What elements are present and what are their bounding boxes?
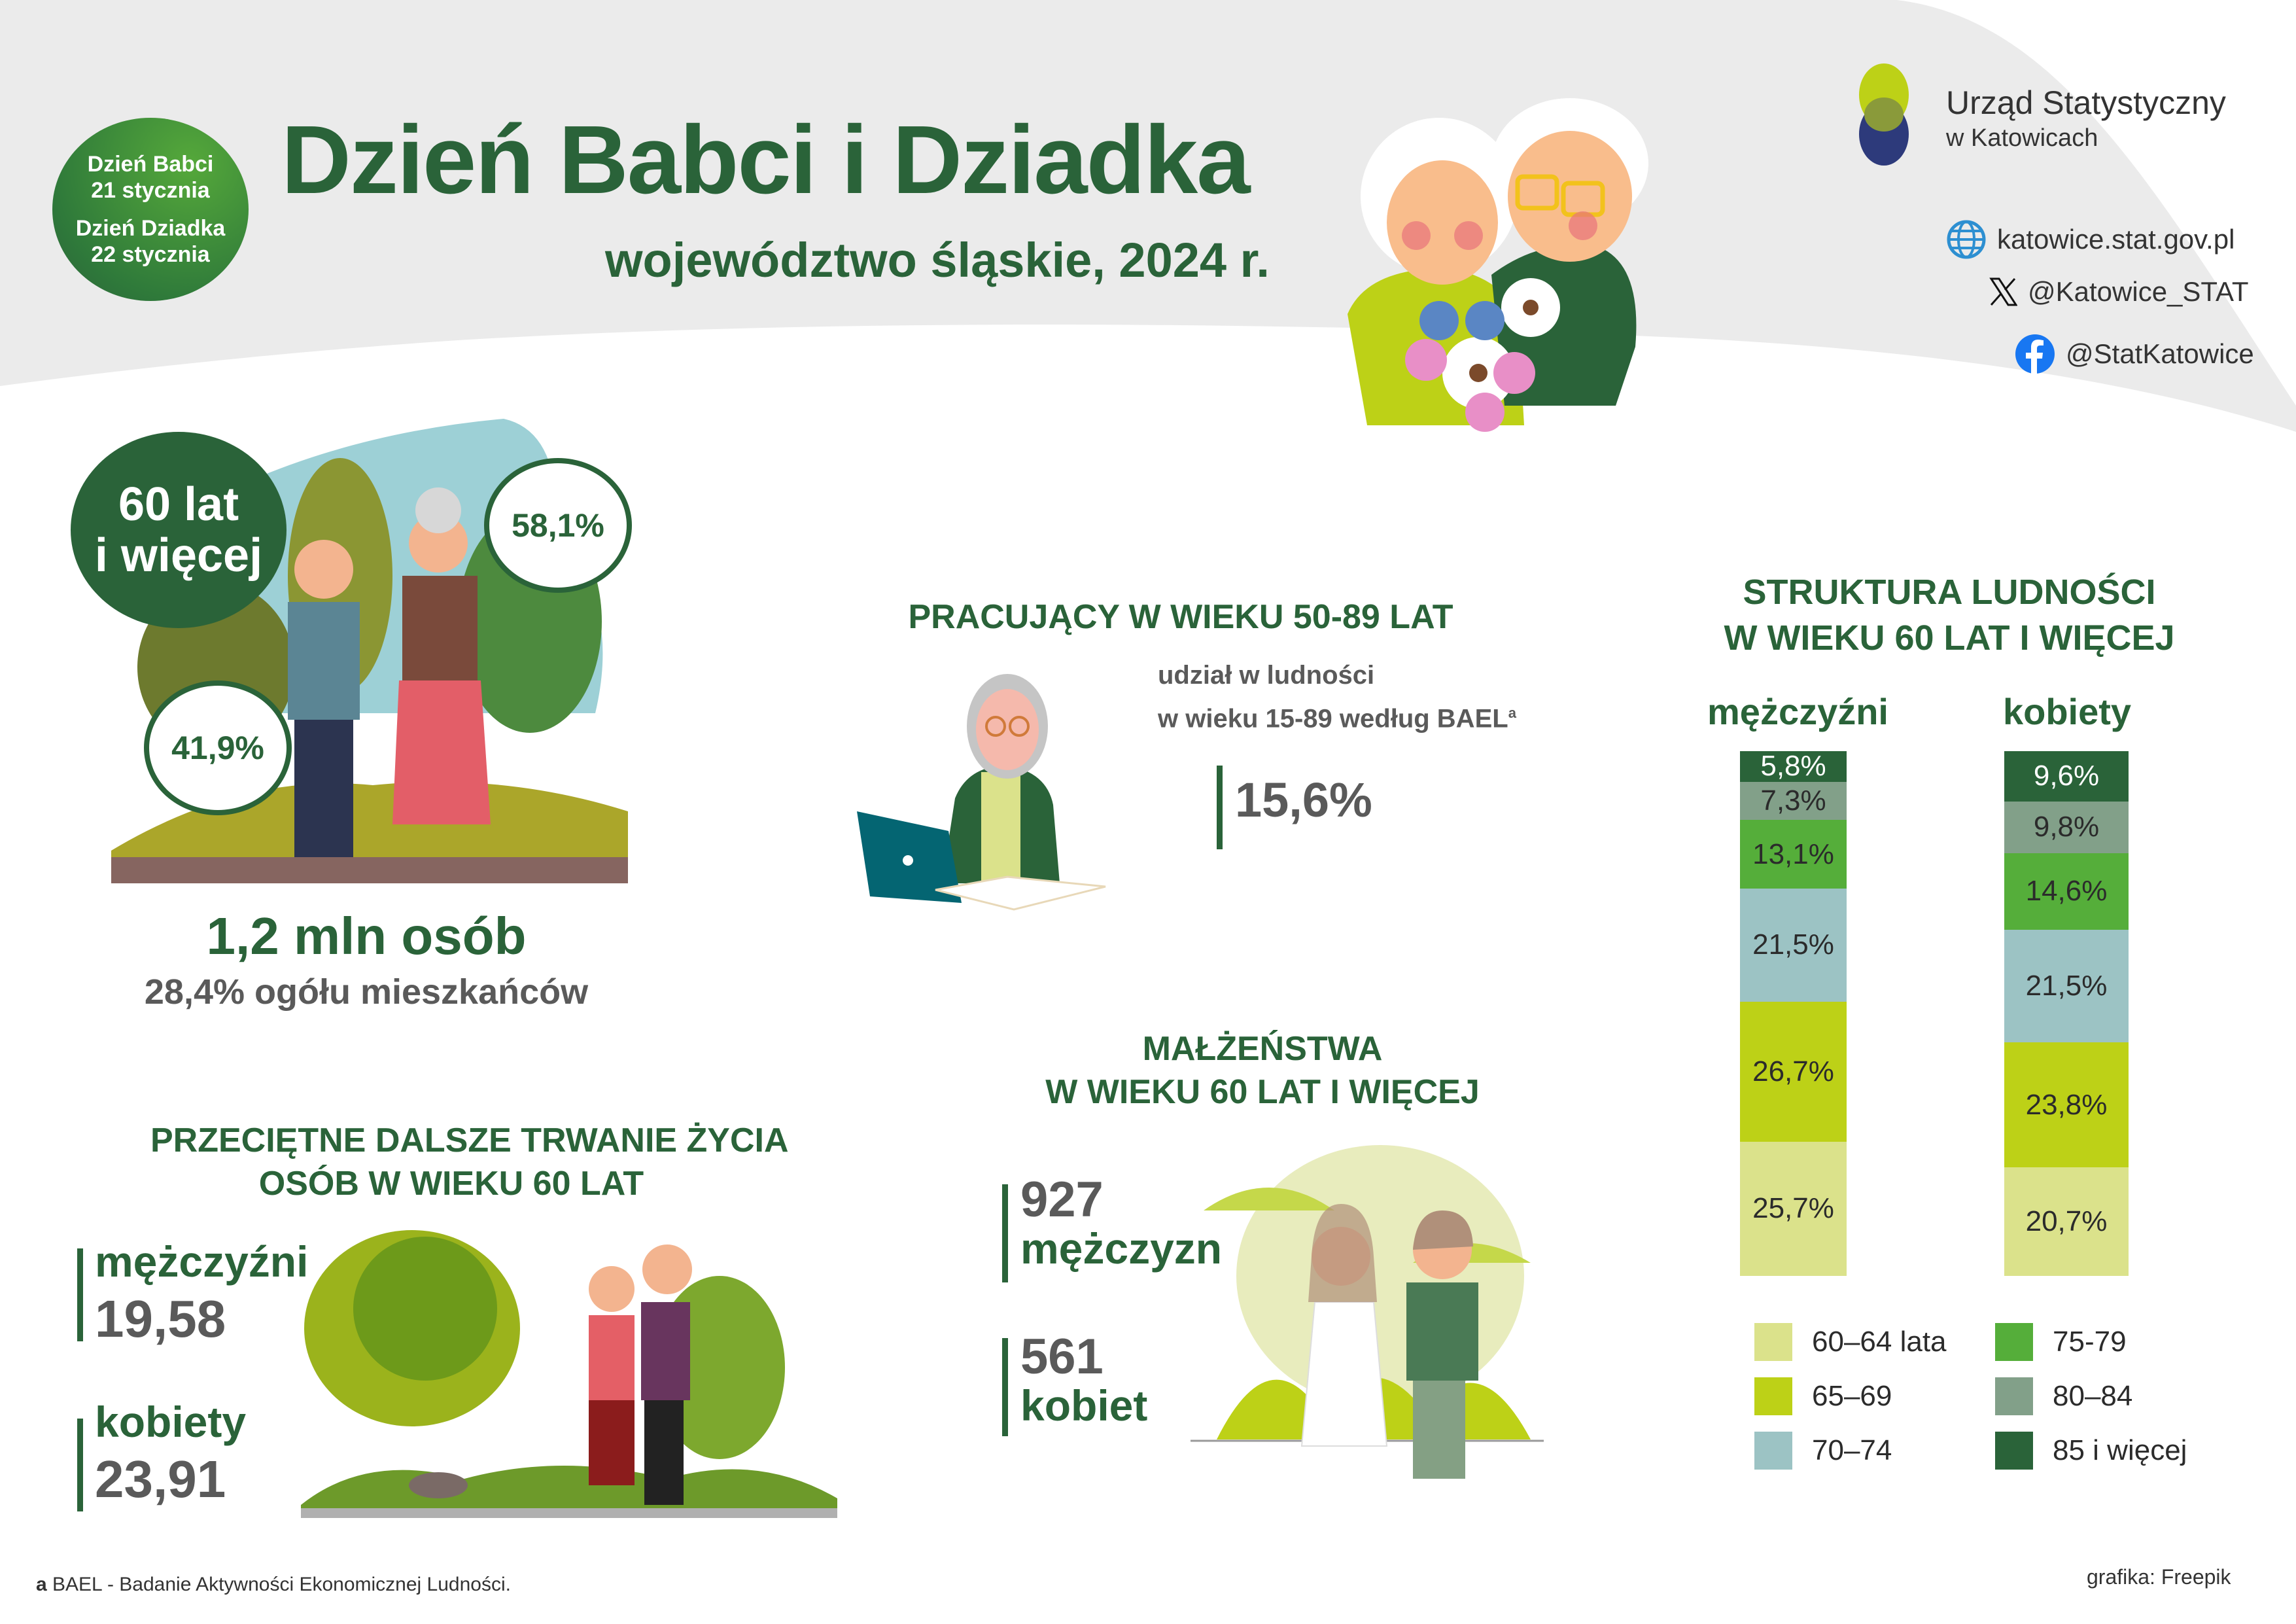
men-marriages-value: 927	[1020, 1172, 1104, 1227]
chart-men-label: mężczyźni	[1707, 691, 1888, 732]
women-segment-85plus: 9,6%	[2004, 751, 2129, 802]
legend-item-60-64: 60–64 lata	[1754, 1323, 1947, 1361]
website-label: katowice.stat.gov.pl	[1997, 224, 2235, 255]
chart-women-label: kobiety	[2002, 691, 2132, 732]
men-segment-60-64: 25,7%	[1740, 1141, 1847, 1276]
structure-title: STRUKTURA LUDNOŚCI W WIEKU 60 LAT I WIĘC…	[1688, 569, 2211, 661]
men-segment-75-79: 13,1%	[1740, 820, 1847, 889]
man-laptop-illustration	[857, 674, 1106, 911]
footnote-mark: a	[36, 1574, 47, 1595]
legend-swatch	[1754, 1432, 1792, 1470]
badge-grandma-date: 21 stycznia	[91, 178, 210, 203]
footnote-text: BAEL - Badanie Aktywności Ekonomicznej L…	[52, 1574, 511, 1595]
life-expectancy-title: PRZECIĘTNE DALSZE TRWANIE ŻYCIA OSÓB W W…	[150, 1119, 789, 1205]
men-segment-70-74: 21,5%	[1740, 889, 1847, 1002]
men-marriages-bar	[1002, 1184, 1008, 1282]
legend-label: 80–84	[2053, 1380, 2133, 1412]
legend-swatch	[1995, 1377, 2033, 1415]
footnote-marker: a	[1508, 705, 1516, 721]
badge-grandpa-day: Dzień Dziadka	[75, 216, 226, 241]
women-share-value: 58,1%	[512, 507, 604, 544]
women-marriages-value: 561	[1020, 1329, 1104, 1385]
working-desc-line1: udział w ludności	[1158, 661, 1375, 690]
women-segment-80-84: 9,8%	[2004, 801, 2129, 853]
legend-swatch	[1754, 1377, 1792, 1415]
men-life-value: 19,58	[95, 1290, 226, 1348]
women-life-label: kobiety	[95, 1398, 247, 1446]
marriages-title-line2: W WIEKU 60 LAT I WIĘCEJ	[1045, 1073, 1480, 1111]
badge-grandma-day: Dzień Babci	[87, 152, 214, 177]
men-stacked-bar: 5,8% 7,3% 13,1% 21,5% 26,7% 25,7%	[1740, 750, 1847, 1276]
age-60plus-bubble: 60 lat i więcej	[71, 432, 287, 628]
women-segment-60-64: 20,7%	[2004, 1167, 2129, 1276]
header-background	[0, 0, 2296, 432]
legend-swatch	[1995, 1323, 2033, 1361]
marriages-title-line1: MAŁŻEŃSTWA	[1142, 1030, 1383, 1068]
population-total: 1,2 mln osób	[206, 907, 527, 965]
women-life-value: 23,91	[95, 1450, 226, 1508]
working-desc-line2: w wieku 15-89 według BAEL	[1158, 704, 1508, 733]
legend-swatch	[1754, 1323, 1792, 1361]
x-link[interactable]: @Katowice_STAT	[1989, 276, 2249, 308]
legend-item-75-79: 75-79	[1995, 1323, 2127, 1361]
working-title: PRACUJĄCY W WIEKU 50-89 LAT	[908, 598, 1453, 636]
legend-swatch	[1995, 1432, 2033, 1470]
women-segment-65-69: 23,8%	[2004, 1042, 2129, 1167]
legend-label: 75-79	[2053, 1326, 2127, 1358]
men-share-value: 41,9%	[171, 730, 264, 766]
women-stacked-bar: 9,6% 9,8% 14,6% 21,5% 23,8% 20,7%	[2004, 751, 2129, 1276]
age-60plus-line1: 60 lat	[118, 478, 239, 531]
women-share-bubble: 58,1%	[484, 458, 632, 593]
legend-label: 65–69	[1812, 1380, 1892, 1412]
men-share-bubble: 41,9%	[144, 680, 292, 815]
facebook-icon	[2015, 334, 2055, 374]
men-segment-80-84: 7,3%	[1740, 781, 1847, 821]
men-life-bar	[77, 1248, 83, 1341]
population-share: 28,4% ogółu mieszkańców	[144, 972, 589, 1012]
life-expectancy-title-line1: PRZECIĘTNE DALSZE TRWANIE ŻYCIA	[150, 1121, 789, 1159]
women-marriages-bar	[1002, 1338, 1008, 1436]
page-subtitle: województwo śląskie, 2024 r.	[605, 233, 1270, 287]
women-life-bar	[77, 1419, 83, 1511]
working-description: udział w ludności w wieku 15-89 według B…	[1158, 656, 1516, 737]
logo-subname: w Katowicach	[1946, 124, 2098, 152]
men-life-label: mężczyźni	[95, 1237, 309, 1286]
x-icon	[1989, 277, 2017, 306]
wedding-couple-illustration	[1191, 1145, 1544, 1479]
legend-item-85plus: 85 i więcej	[1995, 1432, 2187, 1470]
marriages-title: MAŁŻEŃSTWA W WIEKU 60 LAT I WIĘCEJ	[981, 1027, 1544, 1114]
gus-logo-icon	[1859, 63, 1909, 166]
legend-label: 60–64 lata	[1812, 1326, 1947, 1358]
working-value-bar	[1217, 766, 1223, 849]
men-marriages-label: mężczyzn	[1020, 1224, 1223, 1273]
structure-title-line2: W WIEKU 60 LAT I WIĘCEJ	[1724, 618, 2175, 658]
date-badge: Dzień Babci 21 stycznia Dzień Dziadka 22…	[52, 118, 249, 301]
x-label: @Katowice_STAT	[2028, 276, 2249, 307]
women-marriages-label: kobiet	[1020, 1381, 1148, 1430]
couple-flowers-illustration	[1348, 98, 1648, 432]
women-segment-70-74: 21,5%	[2004, 929, 2129, 1043]
page-title: Dzień Babci i Dziadka	[281, 106, 1251, 214]
women-segment-75-79: 14,6%	[2004, 853, 2129, 930]
structure-title-line1: STRUKTURA LUDNOŚCI	[1743, 573, 2156, 612]
footnote: a BAEL - Badanie Aktywności Ekonomicznej…	[36, 1574, 511, 1596]
facebook-label: @StatKatowice	[2066, 338, 2254, 369]
graphics-credit: grafika: Freepik	[2087, 1565, 2231, 1589]
badge-grandpa-date: 22 stycznia	[91, 242, 210, 267]
legend-label: 70–74	[1812, 1434, 1892, 1466]
legend-item-80-84: 80–84	[1995, 1377, 2132, 1415]
men-segment-85plus: 5,8%	[1740, 750, 1847, 782]
age-60plus-line2: i więcej	[94, 529, 263, 582]
globe-icon	[1947, 220, 1986, 259]
men-segment-65-69: 26,7%	[1740, 1001, 1847, 1142]
legend-item-70-74: 70–74	[1754, 1432, 1892, 1470]
life-expectancy-title-line2: OSÓB W WIEKU 60 LAT	[258, 1165, 644, 1203]
legend-item-65-69: 65–69	[1754, 1377, 1892, 1415]
website-link[interactable]: katowice.stat.gov.pl	[1946, 219, 2235, 260]
working-value: 15,6%	[1235, 773, 1372, 827]
facebook-link[interactable]: @StatKatowice	[2015, 334, 2254, 374]
logo-name: Urząd Statystyczny	[1946, 84, 2226, 121]
couple-walking-dog-illustration	[301, 1230, 837, 1518]
legend-label: 85 i więcej	[2053, 1434, 2187, 1466]
